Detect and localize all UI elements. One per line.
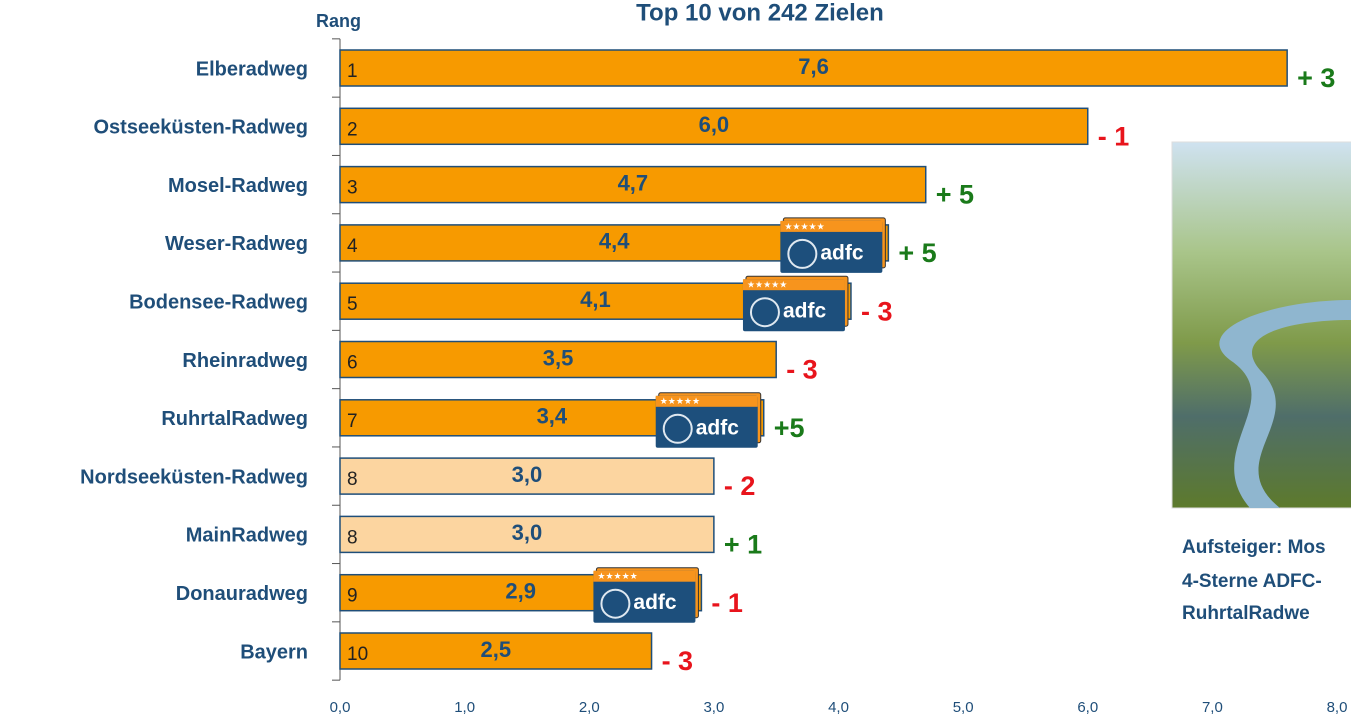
bar <box>339 107 1089 146</box>
value-label: 7,6 <box>798 54 829 79</box>
x-tick-label: 8,0 <box>1327 699 1348 716</box>
y-tick-label: Donauradweg <box>176 583 308 605</box>
y-tick-label: Rheinradweg <box>182 350 308 372</box>
value-label: 4,7 <box>618 170 649 195</box>
change-label: - 3 <box>786 355 818 385</box>
change-label: +5 <box>774 413 805 443</box>
rank-label: 2 <box>347 119 358 140</box>
y-tick-label: Bodensee-Radweg <box>129 291 308 313</box>
value-label: 3,0 <box>512 462 543 487</box>
x-tick-label: 2,0 <box>579 699 600 716</box>
badge-text: adfc <box>820 241 864 264</box>
badge <box>780 220 883 273</box>
badge-top <box>742 279 845 291</box>
bar <box>339 165 927 204</box>
x-tick-label: 1,0 <box>454 699 475 716</box>
rank-label: 6 <box>347 353 358 374</box>
badge-stars: ★★★★★ <box>784 221 824 231</box>
rank-label: 9 <box>347 586 358 607</box>
badge-text: adfc <box>696 416 740 439</box>
photo <box>1171 141 1351 509</box>
rank-label: 1 <box>347 61 358 82</box>
x-tick-label: 0,0 <box>330 699 351 716</box>
bar <box>339 515 715 554</box>
x-tick-label: 5,0 <box>953 699 974 716</box>
change-label: + 5 <box>936 180 974 210</box>
value-label: 4,1 <box>580 287 611 312</box>
value-label: 3,0 <box>512 520 543 545</box>
badge <box>593 570 696 623</box>
y-tick-label: Nordseeküsten-Radweg <box>80 466 308 488</box>
y-tick-label: Elberadweg <box>196 58 308 80</box>
bar <box>339 49 1288 87</box>
badge-text: adfc <box>633 591 677 614</box>
x-tick-label: 6,0 <box>1077 699 1098 716</box>
x-tick-label: 4,0 <box>828 699 849 716</box>
change-label: + 5 <box>898 238 936 268</box>
axis-label: Rang <box>316 11 361 31</box>
bar <box>339 340 777 379</box>
badge-top <box>655 395 758 407</box>
rank-label: 10 <box>347 644 368 665</box>
change-label: - 1 <box>1098 121 1130 151</box>
rank-label: 8 <box>347 527 358 548</box>
rank-label: 7 <box>347 411 358 432</box>
x-tick-label: 7,0 <box>1202 699 1223 716</box>
badge-ring <box>600 588 631 619</box>
y-tick-label: Bayern <box>240 641 308 663</box>
change-label: + 3 <box>1297 63 1335 93</box>
badge-stars: ★★★★★ <box>747 280 787 290</box>
badge-text: adfc <box>783 300 827 323</box>
rank-label: 3 <box>347 178 358 199</box>
caption: Aufsteiger: Mos <box>1182 537 1326 558</box>
value-label: 6,0 <box>699 112 730 137</box>
change-label: - 1 <box>711 588 743 618</box>
badge-stars: ★★★★★ <box>660 396 700 406</box>
y-tick-label: Mosel-Radweg <box>168 175 308 197</box>
value-label: 4,4 <box>599 229 630 254</box>
y-tick-label: Weser-Radweg <box>165 233 308 255</box>
change-label: - 3 <box>662 646 694 676</box>
change-label: - 3 <box>861 296 893 326</box>
x-tick-label: 3,0 <box>703 699 724 716</box>
bar <box>339 457 715 495</box>
river <box>1219 300 1351 508</box>
value-label: 3,4 <box>537 404 568 429</box>
change-label: + 1 <box>724 530 762 560</box>
badge <box>742 279 845 332</box>
value-label: 3,5 <box>543 345 574 370</box>
caption: 4-Sterne ADFC- <box>1182 571 1322 592</box>
rank-label: 4 <box>347 236 358 257</box>
value-label: 2,9 <box>505 579 536 604</box>
badge-ring <box>749 297 780 328</box>
bar <box>339 632 653 670</box>
change-label: - 2 <box>724 471 756 501</box>
badge <box>655 395 758 448</box>
caption: RuhrtalRadwe <box>1182 603 1310 624</box>
value-label: 2,5 <box>480 637 511 662</box>
badge-stars: ★★★★★ <box>597 571 637 581</box>
badge-top <box>780 220 883 232</box>
y-tick-label: MainRadweg <box>186 525 308 547</box>
badge-ring <box>787 238 818 269</box>
badge-ring <box>662 413 693 444</box>
y-tick-label: Ostseeküsten-Radweg <box>93 117 308 139</box>
chart-title: Top 10 von 242 Zielen <box>636 0 884 26</box>
rank-label: 8 <box>347 469 358 490</box>
badge-top <box>593 570 696 582</box>
y-tick-label: RuhrtalRadweg <box>161 408 308 430</box>
rank-label: 5 <box>347 294 358 315</box>
